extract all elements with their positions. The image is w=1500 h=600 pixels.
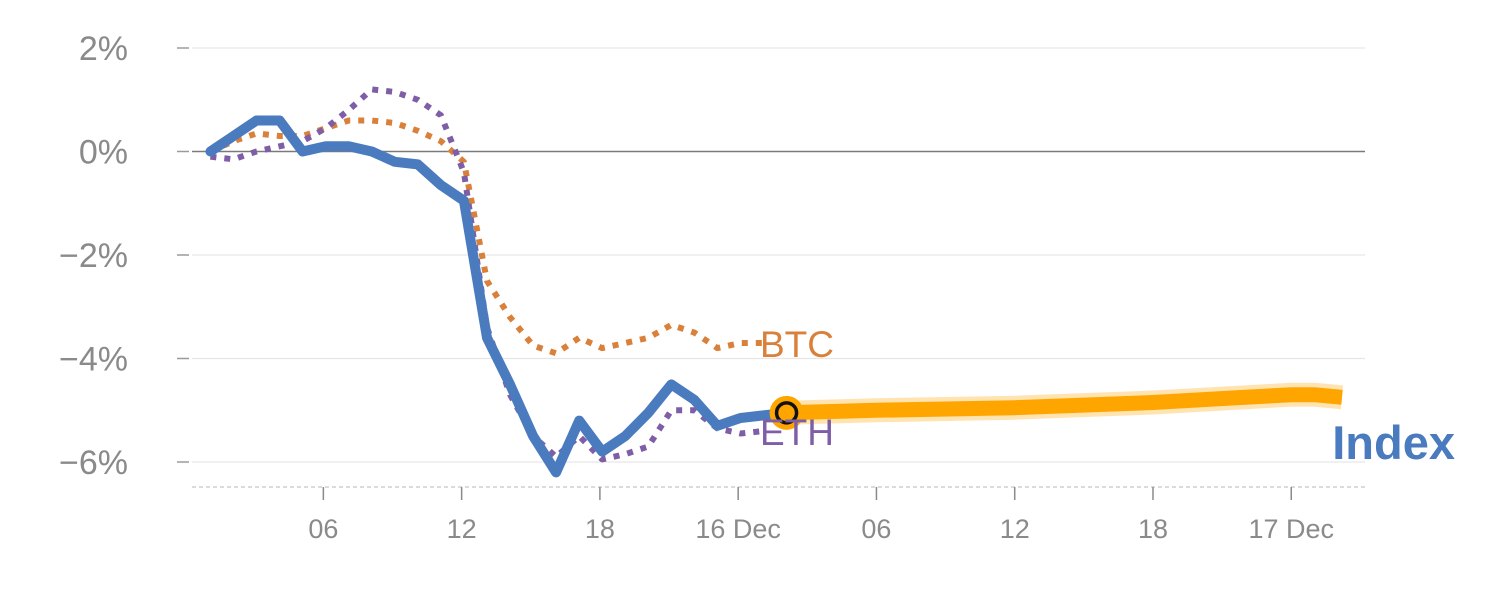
series-line-btc <box>209 117 764 357</box>
x-tick-label: 18 <box>585 514 615 544</box>
x-tick-label: 17 Dec <box>1248 514 1334 544</box>
y-tick-label: 2% <box>79 30 128 68</box>
y-tick-label: 0% <box>79 134 128 172</box>
x-tick-label: 18 <box>1138 514 1168 544</box>
grid-layer <box>192 47 1365 463</box>
y-tick-label: −4% <box>59 341 128 379</box>
series-line-index-projection <box>786 387 1343 421</box>
y-tick-label: −6% <box>59 444 128 482</box>
series-layer <box>205 86 1344 478</box>
series-line-index <box>205 115 792 478</box>
x-tick-label: 06 <box>861 514 891 544</box>
x-tick-label: 06 <box>308 514 338 544</box>
current-value-marker-ring <box>769 395 804 430</box>
series-label-eth: ETH <box>760 412 834 453</box>
axis-layer: 2% 0% −2% −4% −6% 06 12 18 16 Dec 06 12 18 17 Dec <box>59 30 1365 544</box>
x-tick-label: 12 <box>447 514 477 544</box>
current-value-marker <box>774 401 799 425</box>
y-tick-label: −2% <box>59 237 128 275</box>
x-tick-label: 16 Dec <box>695 514 781 544</box>
series-label-index: Index <box>1332 416 1455 469</box>
label-layer: BTC ETH Index <box>760 324 1455 469</box>
x-tick-label: 12 <box>1000 514 1030 544</box>
series-label-btc: BTC <box>760 324 834 365</box>
